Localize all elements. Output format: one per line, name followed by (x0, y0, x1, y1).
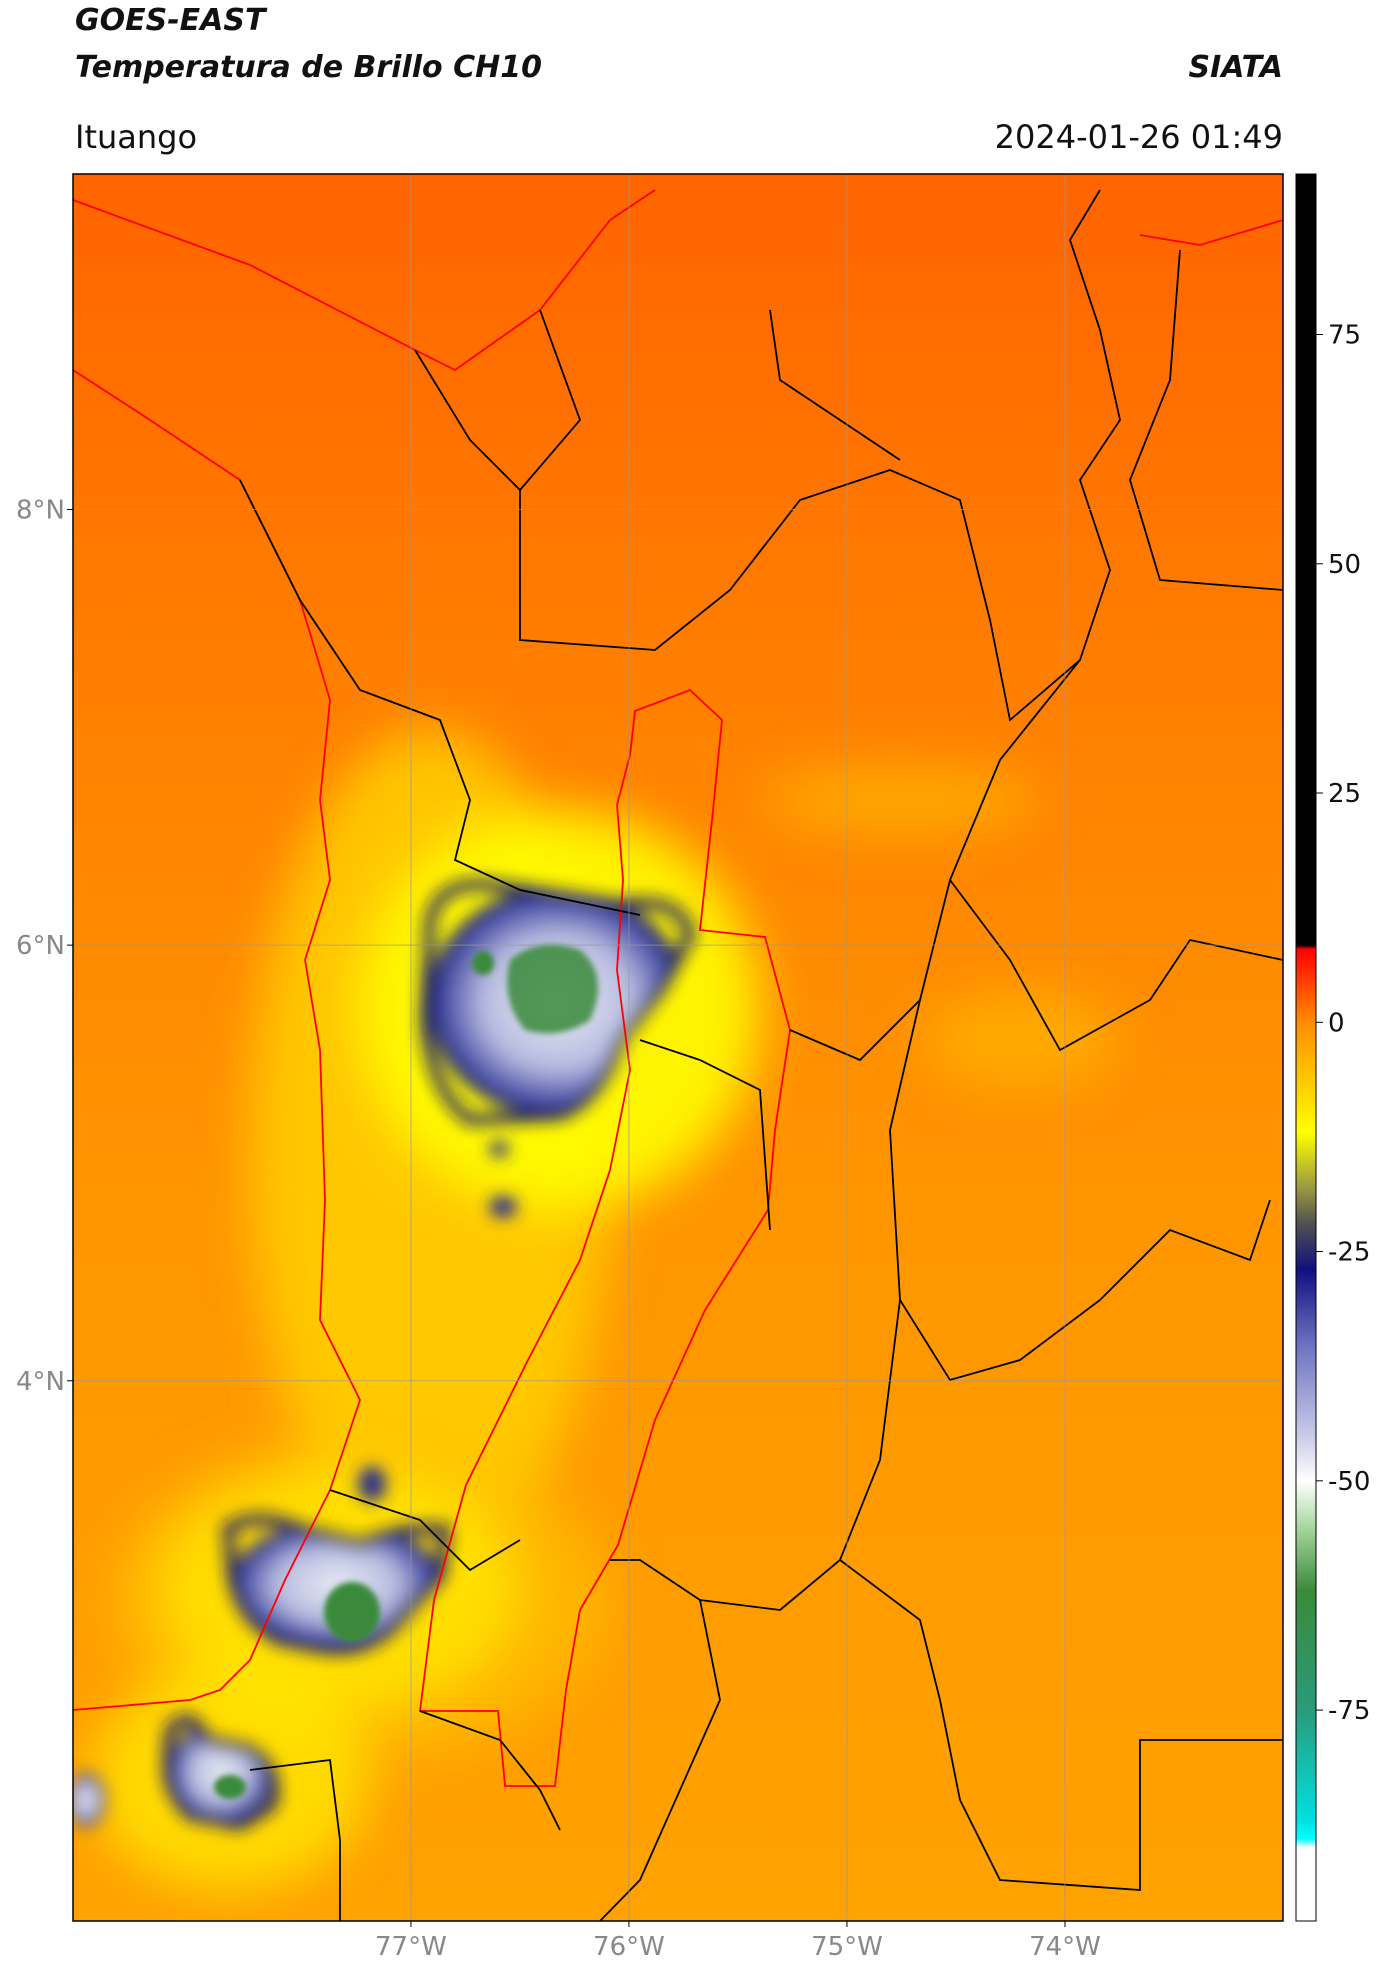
timestamp: 2024-01-26 01:49 (995, 118, 1283, 156)
title: GOES-EAST (75, 3, 268, 38)
grid (73, 174, 1283, 1921)
map-frame (72, 173, 1284, 1922)
lon-label: 75°W (811, 1932, 883, 1962)
lon-label: 77°W (375, 1932, 447, 1962)
colorbar-label: 75 (1328, 320, 1361, 350)
colorbar-label: 50 (1328, 550, 1361, 580)
lat-label: 8°N (16, 495, 65, 525)
admin-borders (239, 189, 1283, 1921)
colorbar-label: -25 (1328, 1238, 1370, 1268)
lat-label: 4°N (16, 1367, 65, 1397)
location: Ituango (75, 118, 197, 156)
map-area (73, 174, 1283, 1921)
lon-label: 76°W (593, 1932, 665, 1962)
subtitle: Temperatura de Brillo CH10 (75, 50, 542, 85)
coldest-cores (214, 944, 598, 1799)
colorbar (1295, 173, 1317, 1922)
colorbar-label: -75 (1328, 1696, 1370, 1726)
lat-label: 6°N (16, 931, 65, 961)
colorbar-label: -50 (1328, 1467, 1370, 1497)
colorbar-label: 0 (1328, 1008, 1345, 1038)
colorbar-label: 25 (1328, 779, 1361, 809)
source: SIATA (1189, 50, 1283, 85)
lon-label: 74°W (1029, 1932, 1101, 1962)
